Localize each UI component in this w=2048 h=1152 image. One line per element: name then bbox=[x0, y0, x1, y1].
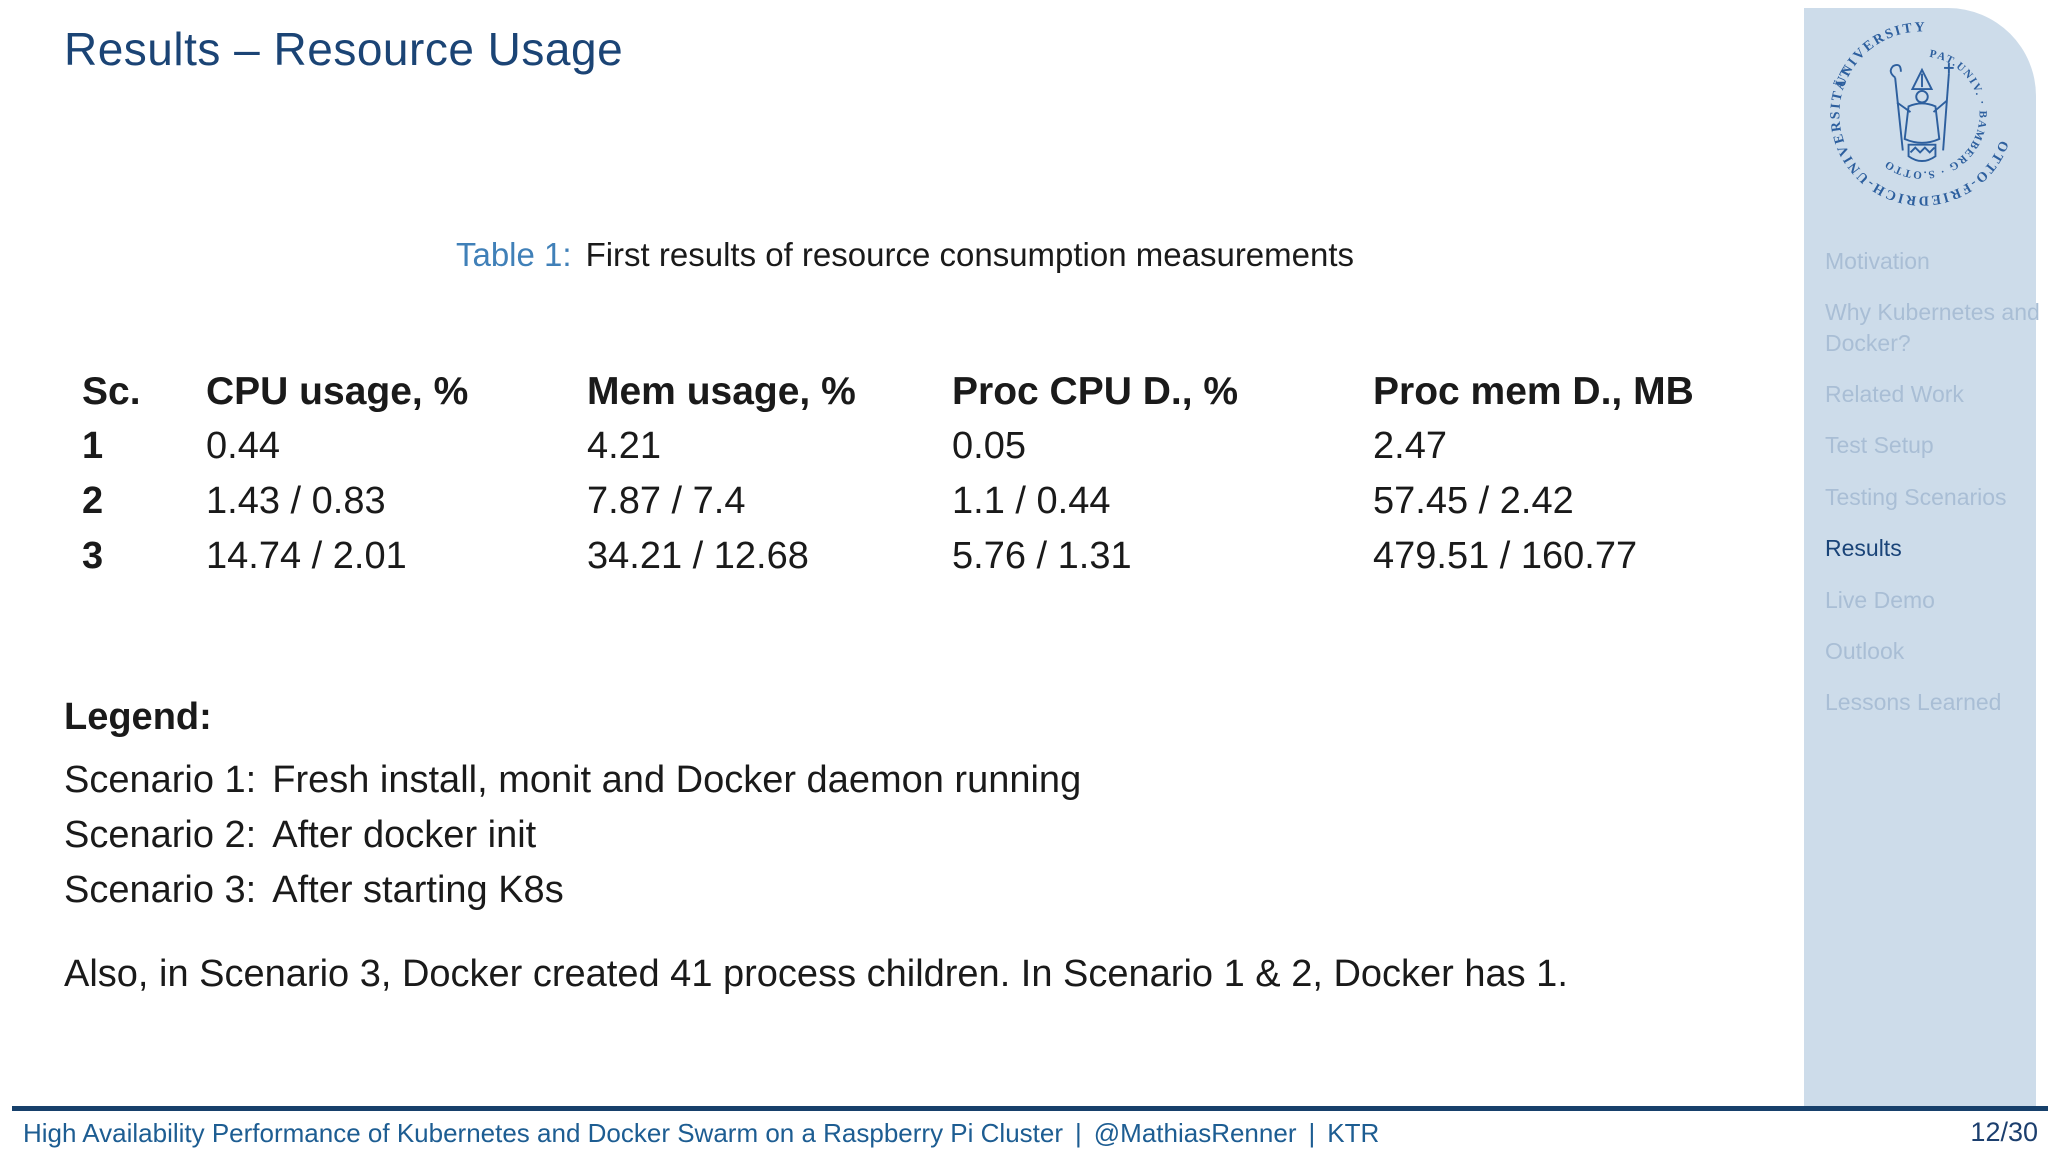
sidebar-panel: UNIVERSITY OF BAMBERG OTTO-FRIEDRICH-UNI… bbox=[1804, 8, 2040, 1106]
legend-item-text: After docker init bbox=[272, 814, 537, 856]
sidebar-item-why-kubernetes-and-docker[interactable]: Why Kubernetes and Docker? bbox=[1825, 299, 2040, 356]
table-cell: 14.74 / 2.01 bbox=[206, 535, 407, 577]
sidebar-nav: Motivation Why Kubernetes and Docker? Re… bbox=[1825, 246, 2045, 718]
seal-inner-text: PAT.UNIV. · BAMBERG · S.OTTO bbox=[1882, 48, 1987, 181]
header-cell: Sc. bbox=[82, 369, 141, 413]
legend-item: Scenario 3: After starting K8s bbox=[64, 863, 1081, 918]
bishop-emblem bbox=[1889, 63, 1954, 162]
table-caption: Table 1: First results of resource consum… bbox=[60, 236, 1750, 274]
note-text: Also, in Scenario 3, Docker created 41 p… bbox=[64, 953, 1568, 995]
legend-item-text: Fresh install, monit and Docker daemon r… bbox=[272, 759, 1082, 801]
header-cell: CPU usage, % bbox=[206, 369, 469, 413]
sidebar-item-testing-scenarios[interactable]: Testing Scenarios bbox=[1825, 483, 2007, 510]
table-cell: 4.21 bbox=[587, 425, 661, 467]
page-number: 12/30 bbox=[1970, 1117, 2038, 1147]
table-cell: 2.47 bbox=[1373, 425, 1447, 467]
header-cell: Proc CPU D., % bbox=[952, 369, 1239, 413]
footer-divider bbox=[12, 1106, 2048, 1111]
sidebar-item-outlook[interactable]: Outlook bbox=[1825, 637, 1905, 664]
footer-separator: | bbox=[1075, 1118, 1082, 1148]
sidebar-item-live-demo[interactable]: Live Demo bbox=[1825, 586, 1935, 613]
table-cell: 1 bbox=[82, 425, 104, 467]
header-cell: Mem usage, % bbox=[587, 369, 856, 413]
sidebar-item-related-work[interactable]: Related Work bbox=[1825, 381, 1964, 408]
legend-item-text: After starting K8s bbox=[272, 869, 564, 911]
table-cell: 3 bbox=[82, 535, 104, 577]
svg-text:PAT.UNIV. · BAMBERG · S.OTTO: PAT.UNIV. · BAMBERG · S.OTTO bbox=[1882, 48, 1989, 181]
footer-presentation-title: High Availability Performance of Kuberne… bbox=[23, 1118, 1063, 1148]
legend-item: Scenario 2: After docker init bbox=[64, 808, 1081, 863]
table-cell: 34.21 / 12.68 bbox=[587, 535, 809, 577]
legend-heading: Legend: bbox=[64, 696, 212, 738]
sidebar-item-results[interactable]: Results bbox=[1825, 535, 1902, 562]
table-cell: 57.45 / 2.42 bbox=[1373, 480, 1574, 522]
legend-item-label: Scenario 3: bbox=[64, 869, 257, 911]
university-bamberg-seal-icon: UNIVERSITY OF BAMBERG OTTO-FRIEDRICH-UNI… bbox=[1826, 18, 2009, 208]
footer-separator: | bbox=[1308, 1118, 1316, 1148]
sidebar-item-motivation[interactable]: Motivation bbox=[1825, 248, 1930, 274]
legend-item: Scenario 1: Fresh install, monit and Doc… bbox=[64, 753, 1081, 808]
footer-author-handle: @MathiasRenner bbox=[1093, 1118, 1297, 1148]
table-cell: 0.05 bbox=[952, 425, 1026, 467]
table-cell: 479.51 / 160.77 bbox=[1373, 535, 1638, 577]
table-caption-label: Table 1: bbox=[455, 236, 572, 273]
table-cell: 7.87 / 7.4 bbox=[587, 480, 746, 522]
table-cell: 1.43 / 0.83 bbox=[206, 480, 386, 522]
table-cell: 1.1 / 0.44 bbox=[952, 480, 1111, 522]
footer: High Availability Performance of Kuberne… bbox=[23, 1118, 1379, 1149]
legend: Legend: Scenario 1: Fresh install, monit… bbox=[64, 696, 1081, 918]
sidebar-item-test-setup[interactable]: Test Setup bbox=[1825, 432, 1934, 459]
results-table: Sc. CPU usage, % Mem usage, % Proc CPU D… bbox=[82, 364, 1766, 584]
table-cell: 2 bbox=[82, 480, 104, 522]
table-caption-text: First results of resource consumption me… bbox=[585, 236, 1355, 273]
header-cell: Proc mem D., MB bbox=[1373, 369, 1694, 413]
legend-item-label: Scenario 1: bbox=[64, 759, 257, 801]
page-title: Results – Resource Usage bbox=[64, 23, 624, 75]
table-cell: 0.44 bbox=[206, 425, 280, 467]
footer-short-code: KTR bbox=[1327, 1118, 1380, 1148]
table-cell: 5.76 / 1.31 bbox=[952, 535, 1132, 577]
legend-item-label: Scenario 2: bbox=[64, 814, 257, 856]
sidebar-item-lessons-learned[interactable]: Lessons Learned bbox=[1825, 689, 2002, 716]
